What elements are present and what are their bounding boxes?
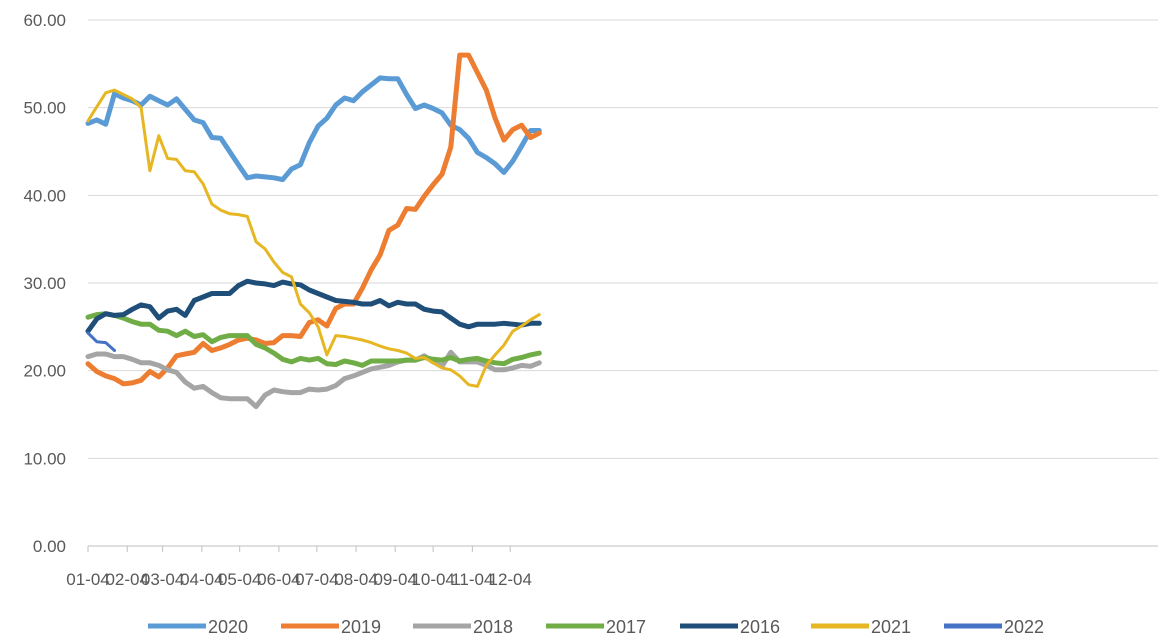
y-tick-label: 40.00 <box>23 186 66 205</box>
x-tick-label: 11-04 <box>451 570 493 589</box>
y-tick-label: 30.00 <box>23 274 66 293</box>
y-tick-label: 50.00 <box>23 99 66 118</box>
x-tick-label: 02-04 <box>105 570 148 589</box>
y-tick-label: 20.00 <box>23 362 66 381</box>
x-tick-label: 08-04 <box>334 570 377 589</box>
legend-label-2020: 2020 <box>208 617 248 637</box>
x-tick-label: 04-04 <box>180 570 223 589</box>
y-axis-tick-labels: 0.00 10.00 20.00 30.00 40.00 50.00 60.00 <box>23 11 66 556</box>
x-tick-label: 07-04 <box>295 570 338 589</box>
series-line-2022 <box>86 331 116 352</box>
series-line-2017 <box>85 311 542 368</box>
x-tick-label: 12-04 <box>488 570 531 589</box>
legend-label-2022: 2022 <box>1004 617 1044 637</box>
series-line-2019 <box>85 52 542 387</box>
series-line-2020 <box>85 75 542 183</box>
gridlines <box>88 19 1158 459</box>
series-line-2021 <box>86 88 541 388</box>
x-tick-label: 05-04 <box>218 570 261 589</box>
x-tick-label: 09-04 <box>373 570 416 589</box>
legend: 2020 2019 2018 2017 2016 2021 2022 <box>148 617 1044 637</box>
series-lines <box>85 52 542 410</box>
x-axis: 01-0402-0403-0404-0405-0406-0407-0408-04… <box>66 545 1158 589</box>
x-tick-label: 03-04 <box>141 570 184 589</box>
y-tick-label: 60.00 <box>23 11 66 30</box>
legend-label-2017: 2017 <box>606 617 646 637</box>
legend-label-2021: 2021 <box>871 617 911 637</box>
legend-label-2018: 2018 <box>473 617 513 637</box>
legend-label-2019: 2019 <box>341 617 381 637</box>
legend-label-2016: 2016 <box>740 617 780 637</box>
series-line-2016 <box>85 278 542 334</box>
x-tick-label: 01-04 <box>66 570 109 589</box>
y-tick-label: 10.00 <box>23 449 66 468</box>
x-tick-label: 06-04 <box>257 570 300 589</box>
y-tick-label: 0.00 <box>33 537 66 556</box>
x-tick-label: 10-04 <box>411 570 454 589</box>
